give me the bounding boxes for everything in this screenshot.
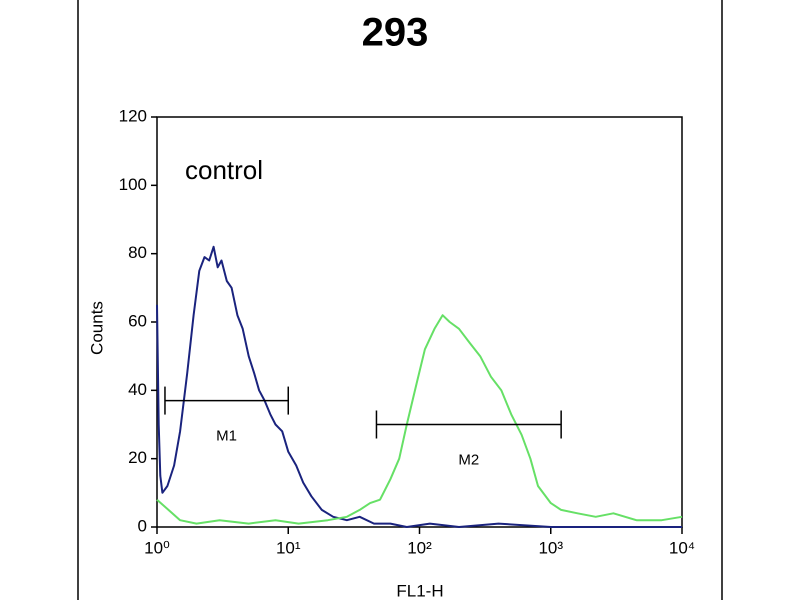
- gate-label: M2: [458, 451, 479, 468]
- y-tick-label: 0: [138, 516, 147, 535]
- y-tick-label: 120: [119, 106, 147, 125]
- y-tick-label: 100: [119, 175, 147, 194]
- y-axis-label: Counts: [87, 301, 106, 355]
- annotation: control: [185, 155, 263, 185]
- gate-label: M1: [216, 428, 237, 445]
- x-tick-label: 10³: [538, 538, 563, 557]
- x-tick-label: 10⁴: [669, 538, 695, 557]
- y-tick-label: 80: [128, 243, 147, 262]
- series-line: [156, 314, 683, 525]
- series-line: [156, 245, 682, 528]
- x-tick-label: 10¹: [276, 538, 301, 557]
- x-axis-label: FL1-H: [396, 581, 443, 600]
- y-tick-label: 20: [128, 448, 147, 467]
- x-tick-label: 10²: [407, 538, 432, 557]
- y-tick-label: 60: [128, 311, 147, 330]
- chart-title: 293: [362, 11, 429, 55]
- frame: [77, 0, 723, 600]
- y-tick-label: 40: [128, 380, 147, 399]
- x-tick-label: 10⁰: [144, 538, 170, 557]
